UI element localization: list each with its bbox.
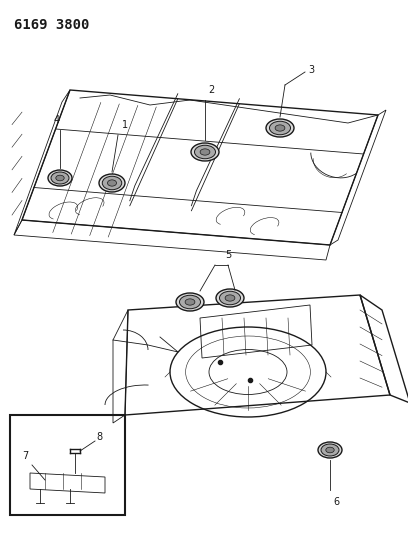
Ellipse shape bbox=[326, 447, 334, 453]
Ellipse shape bbox=[185, 299, 195, 305]
Text: 2: 2 bbox=[208, 85, 214, 95]
Ellipse shape bbox=[176, 293, 204, 311]
Ellipse shape bbox=[270, 121, 290, 135]
Ellipse shape bbox=[225, 295, 235, 301]
Text: 8: 8 bbox=[96, 432, 102, 442]
Ellipse shape bbox=[107, 180, 117, 186]
Text: 1: 1 bbox=[122, 120, 128, 130]
Text: 7: 7 bbox=[22, 451, 28, 461]
Ellipse shape bbox=[200, 149, 210, 155]
Ellipse shape bbox=[56, 175, 64, 181]
Ellipse shape bbox=[195, 146, 215, 159]
Text: 6: 6 bbox=[333, 497, 339, 507]
Ellipse shape bbox=[216, 289, 244, 307]
Text: 4: 4 bbox=[54, 115, 60, 125]
Text: 6169 3800: 6169 3800 bbox=[14, 18, 89, 32]
Ellipse shape bbox=[180, 295, 200, 309]
Text: 5: 5 bbox=[225, 250, 231, 260]
Text: 3: 3 bbox=[308, 65, 314, 75]
Ellipse shape bbox=[220, 291, 240, 305]
Ellipse shape bbox=[275, 125, 285, 131]
Ellipse shape bbox=[102, 176, 122, 190]
Ellipse shape bbox=[51, 172, 69, 184]
Bar bbox=[10, 415, 125, 515]
Ellipse shape bbox=[48, 170, 72, 186]
Ellipse shape bbox=[266, 119, 294, 137]
Ellipse shape bbox=[191, 143, 219, 161]
Ellipse shape bbox=[321, 444, 339, 456]
Ellipse shape bbox=[99, 174, 125, 192]
Ellipse shape bbox=[318, 442, 342, 458]
